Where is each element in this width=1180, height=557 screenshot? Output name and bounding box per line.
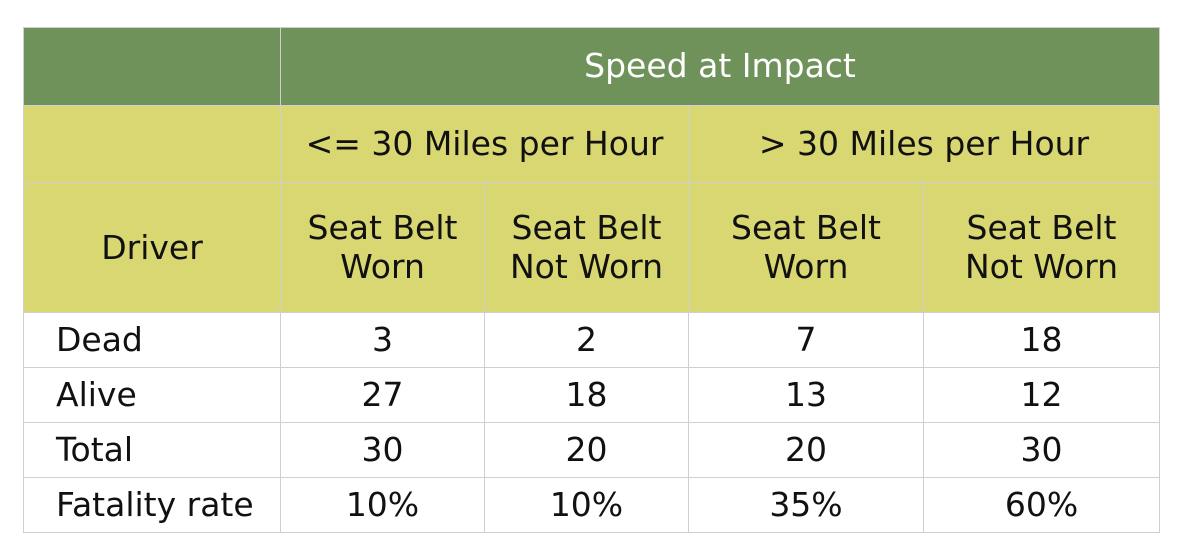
data-cell: 30 <box>922 422 1161 478</box>
data-cell: 3 <box>280 312 485 368</box>
row-label: Fatality rate <box>23 477 281 533</box>
row-label: Total <box>23 422 281 478</box>
column-header-line2: Not Worn <box>964 247 1119 286</box>
column-header-line2: Not Worn <box>509 247 664 286</box>
table-title: Speed at Impact <box>279 27 1161 106</box>
column-header-4: Seat Belt Not Worn <box>922 183 1161 313</box>
column-header-row: Driver Seat Belt Worn Seat Belt Not Worn Seat… <box>23 183 1161 313</box>
title-row: Speed at Impact <box>23 27 1161 106</box>
speed-group-row: <= 30 Miles per Hour > 30 Miles per Hour <box>23 105 1161 184</box>
speed-group-header-1: <= 30 Miles per Hour <box>280 105 689 184</box>
column-header-line1: Seat Belt <box>307 208 458 248</box>
data-cell: 35% <box>688 477 924 533</box>
data-cell: 7 <box>688 312 924 368</box>
column-header-line1: Seat Belt <box>731 208 881 248</box>
corner-cell <box>23 105 281 184</box>
data-cell: 12 <box>922 367 1161 423</box>
speed-group-header-2: > 30 Miles per Hour <box>687 105 1161 184</box>
data-cell: 27 <box>280 367 485 423</box>
column-header-1: Seat Belt Worn <box>280 183 485 313</box>
data-cell: 30 <box>280 422 485 478</box>
table-row: Dead 3 2 7 18 <box>23 312 1161 368</box>
column-header-line1: Seat Belt <box>966 208 1117 248</box>
column-header-line2: Worn <box>763 247 849 286</box>
table-row: Total 30 20 20 30 <box>23 422 1161 478</box>
data-cell: 10% <box>280 477 485 533</box>
data-cell: 10% <box>484 477 689 533</box>
data-cell: 13 <box>688 367 924 423</box>
column-header-line2: Worn <box>340 247 425 286</box>
row-label: Dead <box>23 312 281 368</box>
data-cell: 20 <box>484 422 689 478</box>
data-cell: 2 <box>484 312 689 368</box>
column-header-2: Seat Belt Not Worn <box>484 183 689 313</box>
column-header-3: Seat Belt Worn <box>688 183 924 313</box>
data-cell: 18 <box>484 367 689 423</box>
table-row: Alive 27 18 13 12 <box>23 367 1161 423</box>
table-body: Speed at Impact <= 30 Miles per Hour > 30 … <box>23 27 1161 533</box>
corner-cell <box>23 27 281 106</box>
fatality-rate-table: Speed at Impact <= 30 Miles per Hour > 30 … <box>23 27 1161 533</box>
data-cell: 60% <box>922 477 1161 533</box>
column-header-line1: Seat Belt <box>511 208 662 248</box>
data-cell: 20 <box>688 422 924 478</box>
row-label: Alive <box>23 367 281 423</box>
data-cell: 18 <box>922 312 1161 368</box>
row-header-label: Driver <box>23 183 281 313</box>
table-row: Fatality rate 10% 10% 35% 60% <box>23 477 1161 533</box>
